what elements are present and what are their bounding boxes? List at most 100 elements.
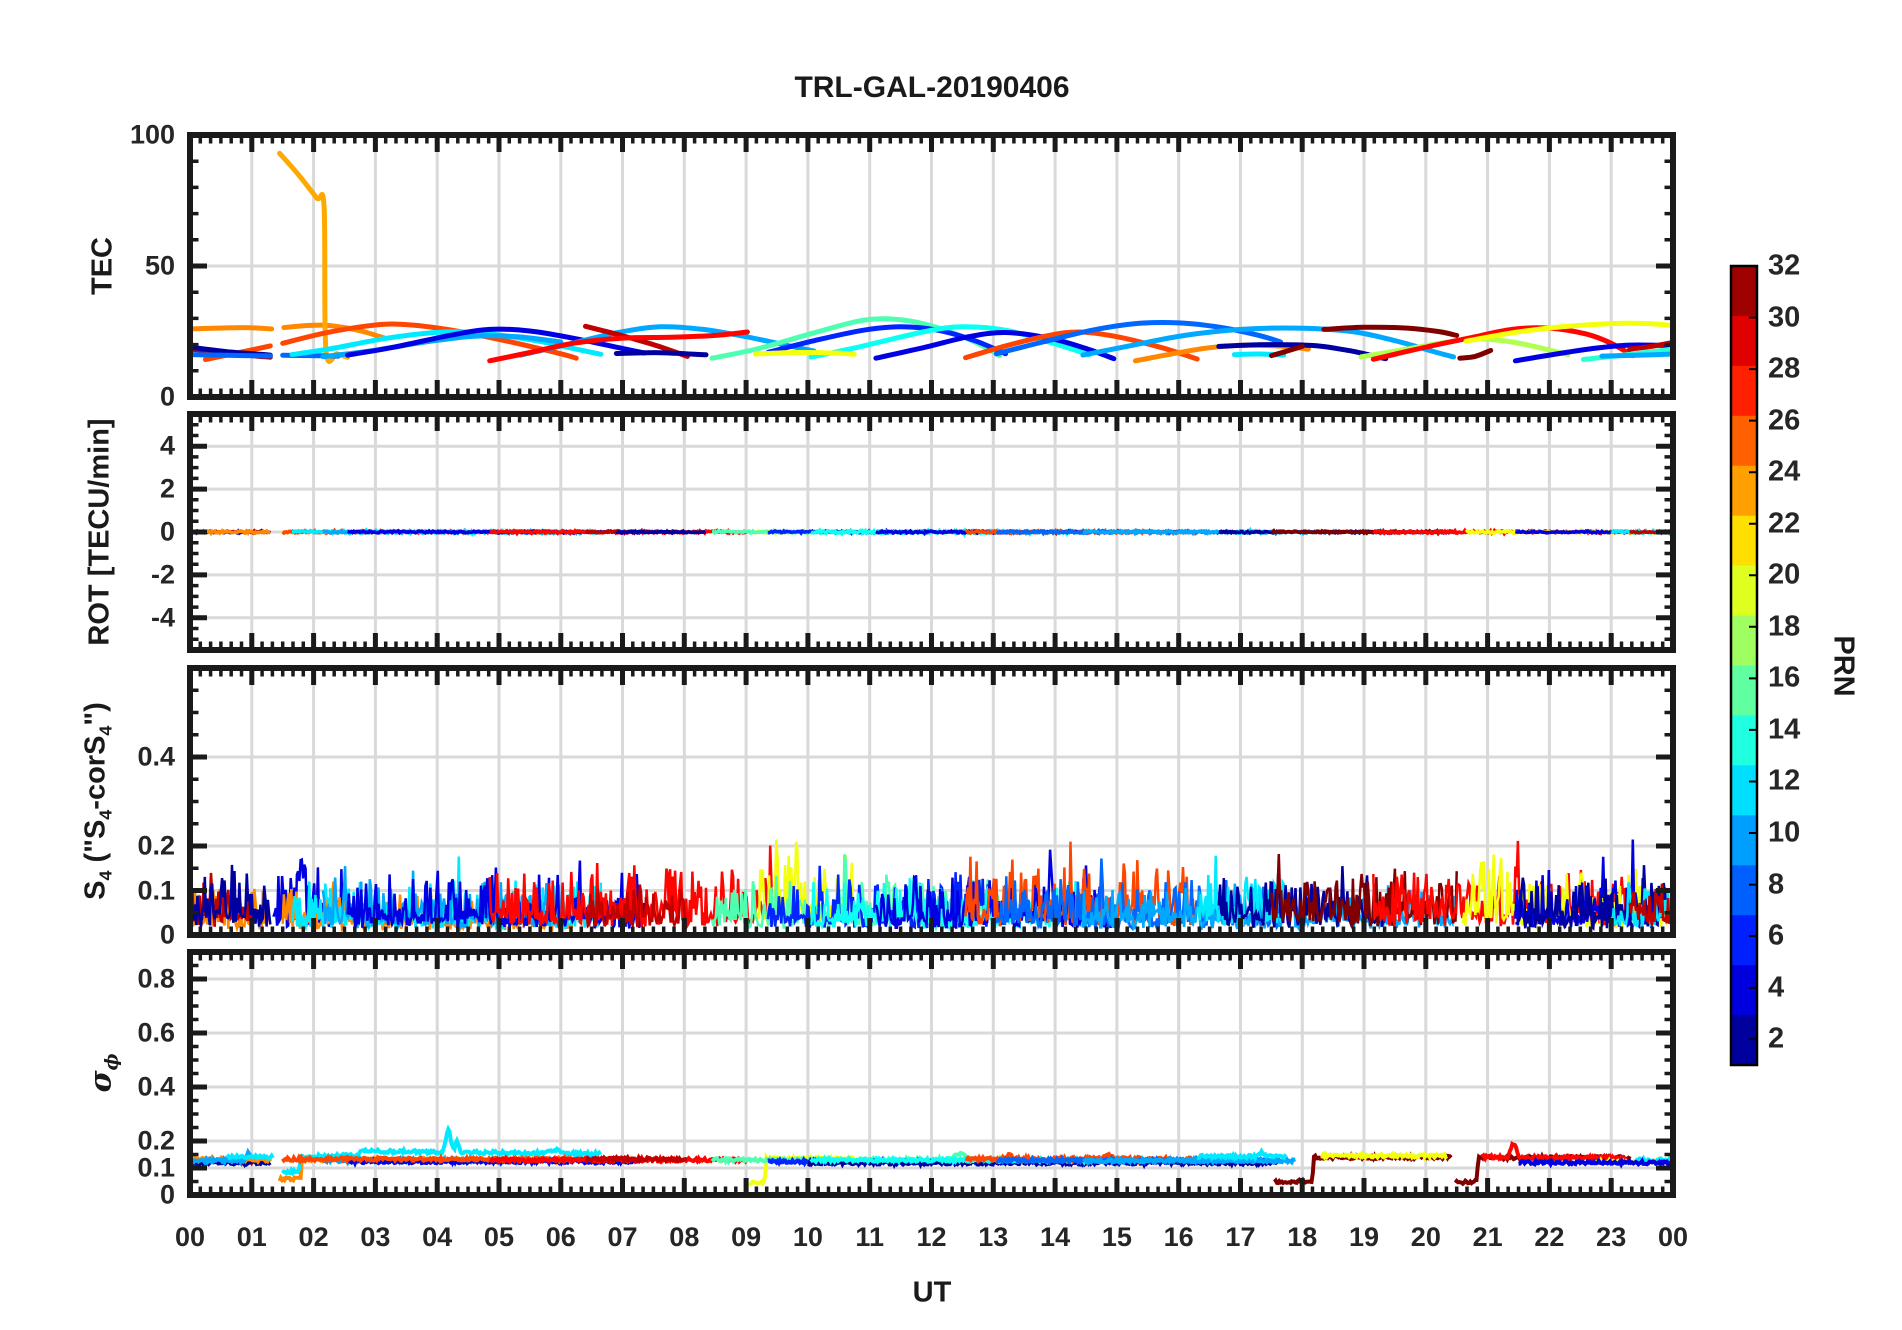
- colorbar-block: [1731, 465, 1757, 517]
- s4-minor-ticks: [190, 666, 1673, 937]
- tec-minor-ticks: [190, 133, 1673, 399]
- colorbar-tick-18: 18: [1768, 610, 1801, 643]
- sigma-ytick-0.8: 0.8: [137, 963, 175, 994]
- rot-ytick--4: -4: [150, 602, 175, 633]
- colorbar-block: [1731, 965, 1757, 1016]
- s4-series-prn-2: [190, 864, 272, 927]
- sigma-gridlines: [190, 952, 1673, 1195]
- x-tick-20: 20: [1410, 1222, 1441, 1252]
- x-tick-15: 15: [1101, 1222, 1132, 1252]
- s4-label-sub: 4: [95, 725, 116, 736]
- phi-glyph: ϕ: [101, 1053, 123, 1071]
- x-tick-11: 11: [855, 1222, 884, 1252]
- tec-ytick-0: 0: [159, 381, 175, 412]
- rot-ytick-2: 2: [159, 473, 175, 504]
- tec-panel: [187, 132, 1676, 400]
- colorbar-block: [1731, 915, 1757, 966]
- colorbar-block: [1731, 266, 1757, 317]
- sigma-border: [187, 949, 1676, 1198]
- x-tick-22: 22: [1534, 1222, 1565, 1252]
- colorbar-tick-14: 14: [1768, 713, 1801, 746]
- s4-panel: [187, 665, 1676, 938]
- chart-title: TRL-GAL-20190406: [794, 71, 1070, 104]
- tec-arc-prn-2: [1216, 342, 1389, 362]
- s4-series-prn-30: [1628, 883, 1673, 926]
- colorbar-block: [1731, 315, 1757, 367]
- colorbar-block: [1731, 865, 1757, 916]
- s4-ylabel: S4 ("S4-corS4"): [80, 702, 117, 900]
- tec-arc-prn-8: [190, 352, 273, 359]
- rot-ytick-0: 0: [159, 516, 175, 547]
- sigma-series-prn-10: [1082, 1154, 1296, 1167]
- colorbar-tick-2: 2: [1768, 1022, 1785, 1055]
- x-tick-14: 14: [1040, 1222, 1071, 1252]
- colorbar-tick-24: 24: [1768, 455, 1801, 488]
- tec-arc-prn-32: [1321, 324, 1460, 338]
- x-tick-9: 09: [731, 1222, 762, 1252]
- x-tick-8: 08: [669, 1222, 700, 1252]
- colorbar-tick-22: 22: [1768, 507, 1801, 540]
- colorbar: [1729, 264, 1759, 1067]
- tec-arc-prn-20: [1463, 320, 1673, 344]
- x-tick-6: 06: [545, 1222, 576, 1252]
- colorbar-block: [1731, 715, 1757, 766]
- rot-series: [190, 526, 1673, 539]
- colorbar-block: [1731, 565, 1757, 617]
- x-tick-0: 00: [174, 1222, 206, 1252]
- x-tick-23: 23: [1596, 1222, 1627, 1252]
- x-tick-18: 18: [1287, 1222, 1318, 1252]
- s4-series-prn-28: [488, 845, 776, 932]
- colorbar-tick-4: 4: [1768, 971, 1785, 1004]
- colorbar-tick-6: 6: [1768, 919, 1785, 952]
- x-tick-17: 17: [1225, 1222, 1256, 1252]
- colorbar-label: PRN: [1827, 635, 1860, 697]
- tec-arc-prn-24: [281, 322, 388, 341]
- s4-ytick-0: 0: [159, 919, 175, 950]
- colorbar-block: [1731, 615, 1757, 667]
- x-tick-4: 04: [422, 1222, 453, 1252]
- sigma-ytick-0.1: 0.1: [137, 1152, 175, 1183]
- sigma-series-prn-12: [225, 1152, 275, 1161]
- x-tick-12: 12: [916, 1222, 947, 1252]
- colorbar-tick-10: 10: [1768, 816, 1801, 849]
- sigma-ytick-0.4: 0.4: [137, 1071, 175, 1102]
- tec-arc-prn-8: [993, 319, 1284, 357]
- colorbar-border: [1729, 264, 1759, 1067]
- tec-arc-prn-2: [613, 350, 709, 358]
- x-tick-21: 21: [1472, 1222, 1503, 1252]
- tec-arc-prn-4: [873, 329, 1117, 362]
- tec-arc-prn-32: [1268, 343, 1305, 359]
- x-tick-13: 13: [978, 1222, 1009, 1252]
- s4-label-part: "): [79, 702, 112, 726]
- sigma-series-prn-10: [190, 1147, 252, 1167]
- x-axis-label: UT: [912, 1276, 952, 1309]
- rot-series-prn-2: [615, 528, 707, 536]
- colorbar-tick-28: 28: [1768, 352, 1801, 385]
- colorbar-block: [1731, 815, 1757, 866]
- colorbar-block: [1731, 415, 1757, 467]
- x-tick-10: 10: [792, 1222, 823, 1252]
- x-tick-1: 01: [236, 1222, 267, 1252]
- s4-ytick-0.4: 0.4: [137, 741, 175, 772]
- tec-ytick-50: 50: [144, 250, 175, 281]
- x-tick-24: 00: [1657, 1222, 1689, 1252]
- tec-series: [190, 150, 1673, 364]
- tec-arc-prn-10: [1599, 351, 1673, 359]
- s4-label-sub: 4: [95, 809, 116, 820]
- x-tick-7: 07: [607, 1222, 638, 1252]
- colorbar-tick-20: 20: [1768, 558, 1801, 591]
- colorbar-block: [1731, 665, 1757, 717]
- tec-arc-prn-28: [487, 329, 750, 364]
- s4-border: [187, 665, 1676, 938]
- rot-border: [187, 411, 1676, 653]
- tec-arc-prn-32: [1457, 347, 1494, 361]
- sigma-series-prn-28: [1480, 1140, 1628, 1165]
- colorbar-block: [1731, 365, 1757, 417]
- colorbar-tick-26: 26: [1768, 404, 1801, 437]
- colorbar-tick-12: 12: [1768, 764, 1801, 797]
- rot-panel: [187, 411, 1676, 653]
- colorbar-block: [1731, 765, 1757, 816]
- tec-border: [187, 132, 1676, 400]
